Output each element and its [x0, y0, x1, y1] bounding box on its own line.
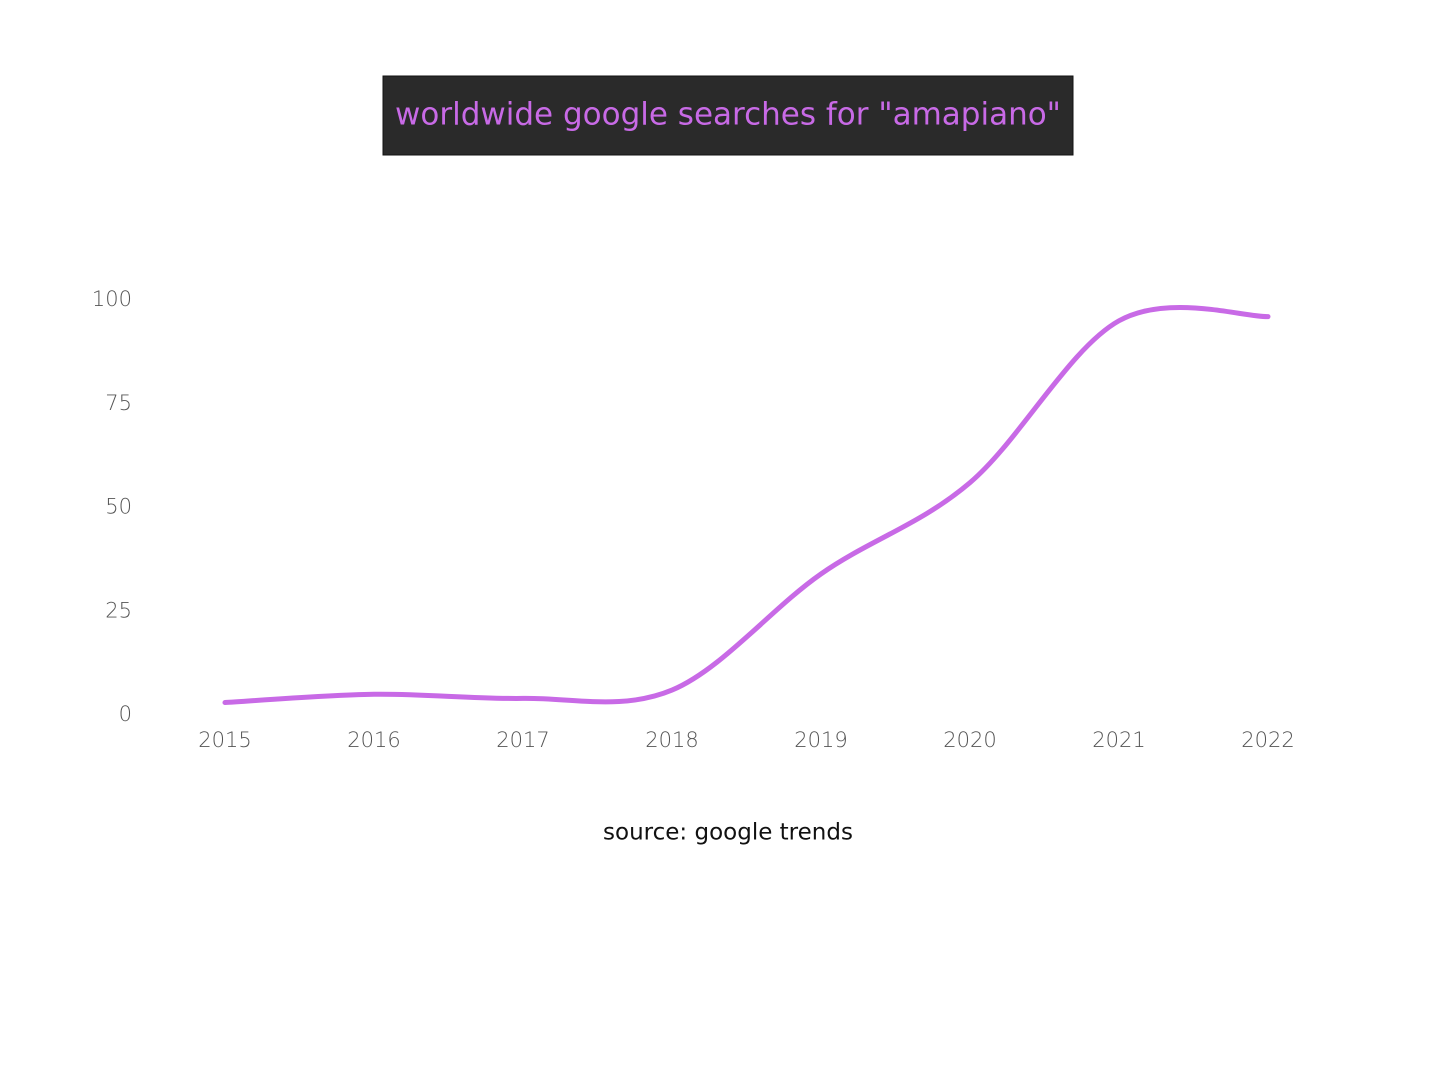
title-box: [382, 75, 1074, 156]
x-tick-label: 2022: [1241, 728, 1294, 752]
y-tick-label: 100: [92, 287, 132, 311]
x-tick-label: 2021: [1092, 728, 1145, 752]
x-tick-label: 2017: [496, 728, 549, 752]
x-tick-label: 2018: [645, 728, 698, 752]
source-note: source: google trends: [603, 820, 853, 846]
x-tick-label: 2016: [347, 728, 400, 752]
chart-title: worldwide google searches for "amapiano": [395, 97, 1061, 133]
y-tick-label: 0: [119, 702, 132, 726]
x-tick-label: 2020: [943, 728, 996, 752]
x-tick-label: 2019: [794, 728, 847, 752]
y-tick-label: 50: [105, 495, 132, 519]
line: [222, 304, 1271, 706]
y-tick-label: 75: [105, 391, 132, 415]
x-tick-label: 2015: [198, 728, 251, 752]
y-tick-label: 25: [105, 598, 132, 622]
